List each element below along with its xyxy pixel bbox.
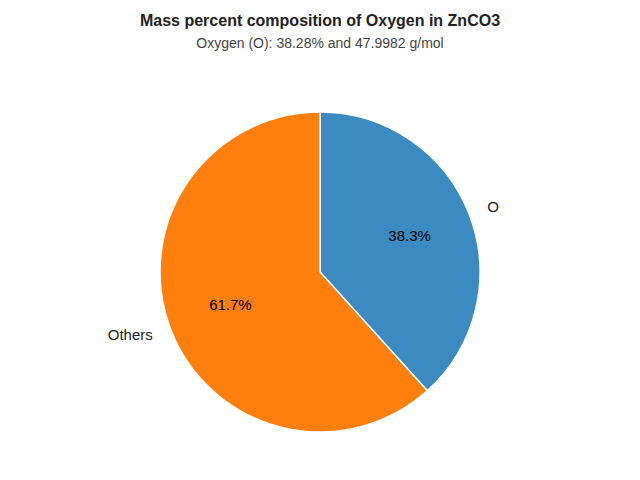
title: Mass percent composition of Oxygen in Zn… xyxy=(140,12,500,29)
labels: O Others 38.3% 61.7% xyxy=(108,198,499,344)
category-label: O xyxy=(487,198,499,215)
category-label: Others xyxy=(108,326,153,343)
chart: Mass percent composition of Oxygen in Zn… xyxy=(0,0,640,480)
data-label: 61.7% xyxy=(209,296,252,313)
data-label: 38.3% xyxy=(388,227,431,244)
pie xyxy=(160,112,480,432)
slice xyxy=(160,112,427,432)
subtitle: Oxygen (O): 38.28% and 47.9982 g/mol xyxy=(196,35,443,51)
